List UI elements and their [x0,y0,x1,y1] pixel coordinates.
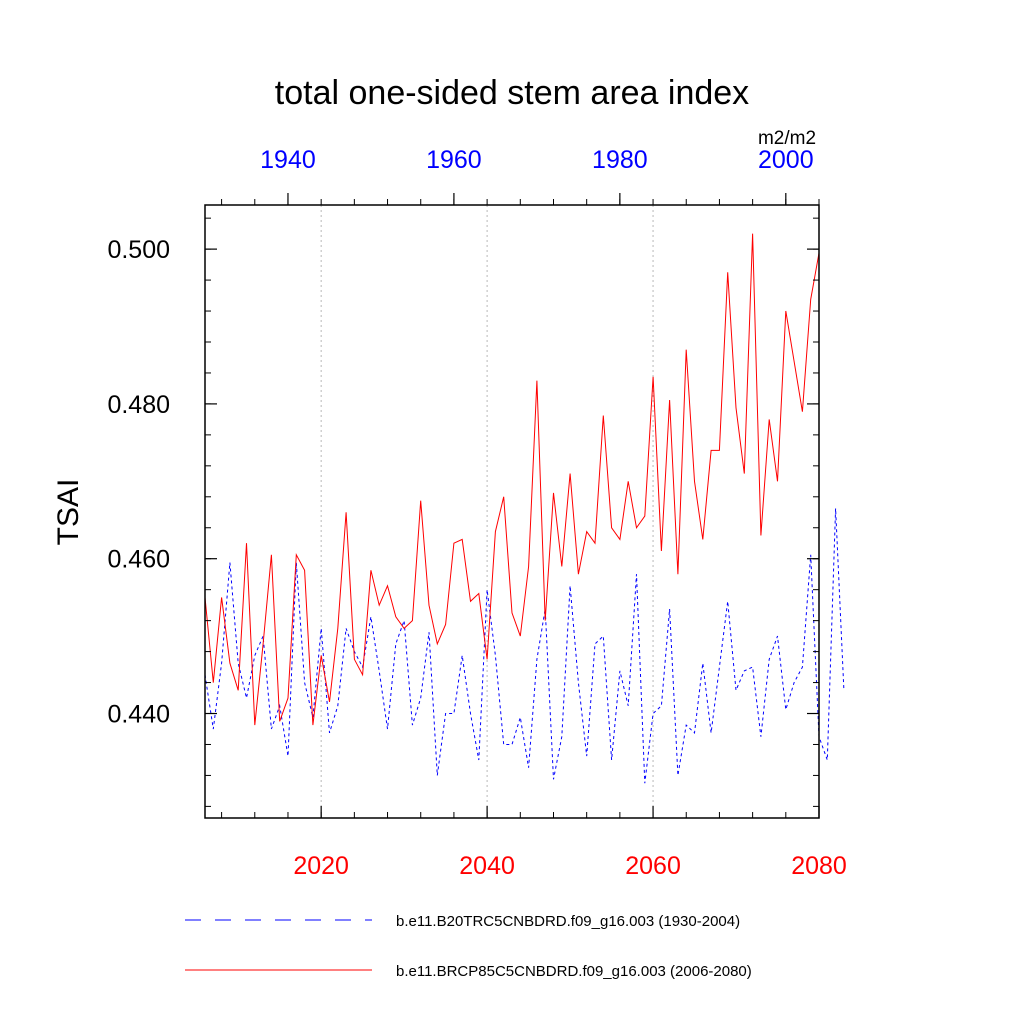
series-line-2 [204,233,820,726]
chart-title: total one-sided stem area index [275,74,749,112]
units-label: m2/m2 [758,128,816,149]
x-bottom-tick-label: 2060 [625,852,681,880]
x-top-tick-label: 1960 [426,146,482,174]
y-axis-label: TSAI [52,479,85,546]
legend: b.e11.B20TRC5CNBDRD.f09_g16.003 (1930-20… [185,913,752,980]
y-tick-label: 0.480 [107,391,170,419]
x-bottom-tick-label: 2080 [791,852,847,880]
x-bottom-tick-label: 2020 [293,852,349,880]
legend-label-2: b.e11.BRCP85C5CNBDRD.f09_g16.003 (2006-2… [396,963,752,980]
x-top-tick-label: 1940 [260,146,316,174]
x-top-tick-label: 2000 [758,146,814,174]
x-top-tick-label: 1980 [592,146,648,174]
plot-series [204,233,845,784]
y-tick-label: 0.460 [107,546,170,574]
axes: 0.440 0.460 0.480 0.500 2020 2040 2060 2080 1940… [107,146,846,880]
legend-label-1: b.e11.B20TRC5CNBDRD.f09_g16.003 (1930-20… [396,913,740,930]
grid-lines [320,205,654,818]
series-line-1 [204,508,845,784]
y-tick-label: 0.440 [107,701,170,729]
x-bottom-tick-label: 2040 [459,852,515,880]
y-tick-label: 0.500 [107,236,170,264]
plot-frame [204,204,820,819]
